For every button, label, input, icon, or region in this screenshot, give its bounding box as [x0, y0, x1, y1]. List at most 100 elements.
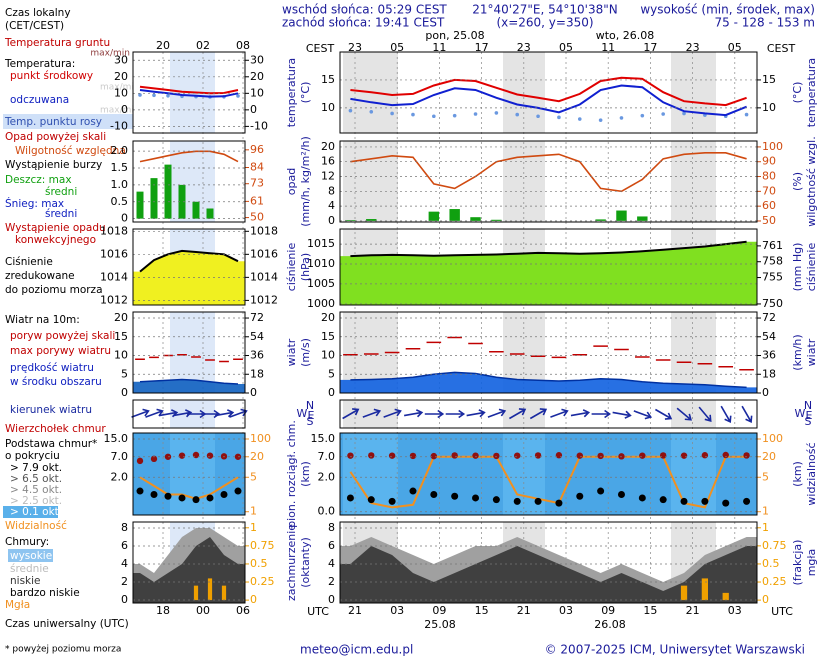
series-dot — [178, 494, 186, 502]
footer-copyright: © 2007-2025 ICM, Uniwersytet Warszawski — [545, 643, 805, 657]
tick-label: 0 — [121, 103, 128, 116]
tick-label: 8 — [328, 184, 335, 197]
tick-label: 1 — [250, 521, 257, 534]
series-bar — [206, 208, 214, 219]
axis-title: wiatr — [805, 338, 818, 366]
series-dot — [348, 108, 353, 113]
tick-label: 761 — [762, 239, 783, 252]
tick-label: 10 — [114, 349, 128, 362]
tick-label: 0 — [762, 386, 769, 399]
series-line — [350, 84, 747, 117]
tick-label: 20 — [250, 450, 264, 463]
series-bar — [345, 220, 356, 221]
series-dot — [451, 492, 459, 500]
legend-text: poryw powyżej skali — [10, 330, 115, 342]
time-label: 09 — [601, 604, 615, 617]
axis-title: (m/s) — [299, 338, 312, 367]
wind-arrow — [342, 408, 360, 420]
tick-label: 4 — [328, 199, 335, 212]
legend-text: kierunek wiatru — [10, 404, 92, 416]
series-line — [139, 378, 239, 385]
tick-label: 1018 — [250, 224, 278, 237]
tick-label: 80 — [762, 170, 776, 183]
series-dot — [619, 116, 624, 120]
legend-text: max/min — [90, 49, 130, 59]
wind-arrow — [591, 409, 611, 419]
tick-label: 1018 — [100, 224, 128, 237]
tick-label: 5 — [121, 367, 128, 380]
night-band — [671, 433, 716, 515]
time-zone: CEST — [767, 42, 796, 55]
tick-label: 0 — [250, 103, 257, 116]
panel-frame — [339, 521, 758, 604]
tick-label: 84 — [250, 161, 264, 174]
tick-label: 1010 — [307, 257, 335, 270]
series-dot — [722, 499, 730, 507]
tick-label: 12 — [321, 170, 335, 183]
tick-label: 2.0 — [318, 470, 336, 483]
date-label: wto, 26.08 — [596, 29, 655, 42]
panel-frame — [132, 51, 246, 134]
tick-label: 1005 — [307, 277, 335, 290]
tick-label: 61 — [250, 194, 264, 207]
axis-title: (°C) — [791, 82, 804, 104]
wind-arrow — [201, 409, 221, 419]
series-line — [139, 150, 239, 163]
axis-title: wiatr — [285, 338, 298, 366]
legend-text: Mgła — [5, 599, 30, 611]
wind-arrow — [466, 409, 486, 418]
wind-arrow — [550, 408, 569, 418]
tick-label: 70 — [762, 184, 776, 197]
series-dot — [206, 452, 214, 459]
legend-text: Temp. punktu rosy — [4, 116, 102, 128]
time-label: 23 — [686, 41, 700, 54]
date-label: 26.08 — [594, 618, 626, 631]
panel-frame — [339, 228, 758, 306]
series-dot — [430, 452, 438, 460]
series-dot — [680, 497, 688, 505]
series-bar — [701, 578, 709, 601]
axis-title: (%) — [791, 172, 804, 191]
wind-arrow — [529, 408, 548, 420]
tick-label: 100 — [250, 432, 271, 445]
series-bar — [207, 578, 213, 601]
tick-label: 1 — [762, 505, 769, 518]
panel-frame — [339, 51, 758, 134]
legend-box — [3, 506, 58, 518]
series-area — [340, 546, 757, 603]
series-dot — [472, 494, 480, 502]
axis-title: (km) — [299, 461, 312, 487]
tick-label: 20 — [762, 450, 776, 463]
series-dot — [150, 491, 158, 498]
tick-label: 18 — [250, 367, 264, 380]
time-zone: CEST — [306, 42, 335, 55]
series-bar — [680, 585, 688, 601]
legend-text: odczuwana — [10, 94, 69, 106]
panel-frame — [339, 140, 758, 223]
time-label: 05 — [559, 41, 573, 54]
series-dot — [640, 113, 645, 118]
legend-text: w środku obszaru — [10, 376, 102, 388]
time-label: 15 — [475, 604, 489, 617]
series-dot — [744, 112, 749, 117]
wind-arrow — [655, 408, 673, 420]
series-dot — [555, 452, 563, 459]
series-dot — [409, 487, 417, 495]
tick-label: 8 — [328, 521, 335, 534]
tick-label: 0 — [328, 593, 335, 606]
legend-text: max/min — [100, 83, 140, 93]
series-dot — [220, 453, 228, 460]
axis-title: temperatura — [285, 58, 298, 127]
tick-label: 100 — [762, 432, 783, 445]
axis-title: mgła — [805, 549, 818, 577]
tick-label: 0 — [250, 593, 257, 606]
series-line — [349, 455, 747, 509]
series-line — [350, 371, 747, 389]
wind-arrow — [403, 409, 424, 418]
series-dot — [557, 115, 561, 120]
tick-label: 750 — [762, 297, 783, 310]
compass-label: E — [806, 409, 813, 422]
series-dot — [618, 453, 625, 460]
time-label: 03 — [728, 604, 742, 617]
wind-arrow — [487, 408, 507, 418]
